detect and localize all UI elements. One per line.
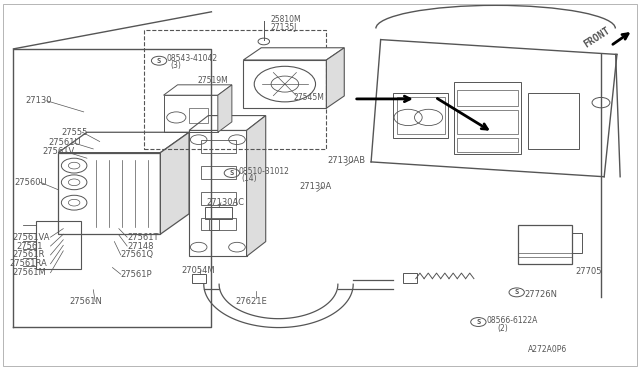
Text: 27726N: 27726N [524,290,557,299]
Text: 27561: 27561 [17,241,43,250]
Bar [527,93,579,149]
Text: 27561V: 27561V [42,147,74,156]
Polygon shape [243,48,344,60]
Text: 27148: 27148 [127,241,154,250]
Polygon shape [326,48,344,108]
Text: 27561U: 27561U [49,138,81,147]
Text: 27561P: 27561P [121,270,152,279]
Bar [458,110,518,134]
Text: 27561Q: 27561Q [121,250,154,259]
Text: S: S [476,319,481,325]
Polygon shape [164,85,232,95]
Bar [164,95,218,132]
Polygon shape [58,132,189,153]
Text: 08510-31012: 08510-31012 [239,167,290,176]
Text: 27519M: 27519M [197,76,228,85]
Polygon shape [218,85,232,132]
Text: A272A0P6: A272A0P6 [527,345,567,354]
Text: 27555: 27555 [61,128,88,137]
Text: (2): (2) [497,324,508,333]
Text: 27561R: 27561R [12,250,45,259]
Text: S: S [515,289,519,295]
Text: 27561M: 27561M [12,268,46,277]
Polygon shape [246,116,266,256]
Bar [209,219,219,231]
Text: 27561RA: 27561RA [9,259,47,268]
Bar [397,97,445,134]
Bar [200,140,236,153]
Bar [200,218,236,231]
Bar [403,273,417,283]
Text: (14): (14) [241,174,257,183]
Bar [458,138,518,152]
Text: 27621E: 27621E [236,297,268,306]
Polygon shape [161,132,189,234]
Bar [189,108,208,123]
Bar [243,60,326,108]
Text: 27560U: 27560U [15,178,47,187]
Bar [36,221,81,269]
Bar [58,153,161,234]
Text: 27561N: 27561N [70,297,102,306]
Text: 27130: 27130 [25,96,51,105]
Bar [454,82,521,154]
Text: 27561VA: 27561VA [12,232,50,242]
Bar [200,192,236,205]
Text: 25810M: 25810M [270,16,301,25]
Bar [518,225,572,264]
Text: 27545M: 27545M [293,93,324,102]
Text: 08543-41042: 08543-41042 [167,54,218,63]
Bar [145,31,326,149]
Text: 27705: 27705 [575,267,602,276]
Text: 27130A: 27130A [300,182,332,191]
Bar [572,233,582,253]
Bar [200,166,236,179]
Text: FRONT: FRONT [582,26,612,50]
Text: (3): (3) [170,61,181,70]
Bar [192,274,206,283]
Text: 08566-6122A: 08566-6122A [486,316,538,325]
Text: S: S [230,170,234,176]
Text: 27561T: 27561T [127,232,159,242]
Bar [518,253,572,257]
Text: 27054M: 27054M [181,266,215,275]
Bar [458,90,518,106]
Bar [394,93,448,138]
Polygon shape [189,116,266,131]
Text: 27130AB: 27130AB [328,156,366,165]
Text: 27135J: 27135J [270,23,296,32]
Bar [189,131,246,256]
Bar [205,207,232,219]
Text: 27130AC: 27130AC [206,198,244,207]
Text: S: S [157,58,161,64]
